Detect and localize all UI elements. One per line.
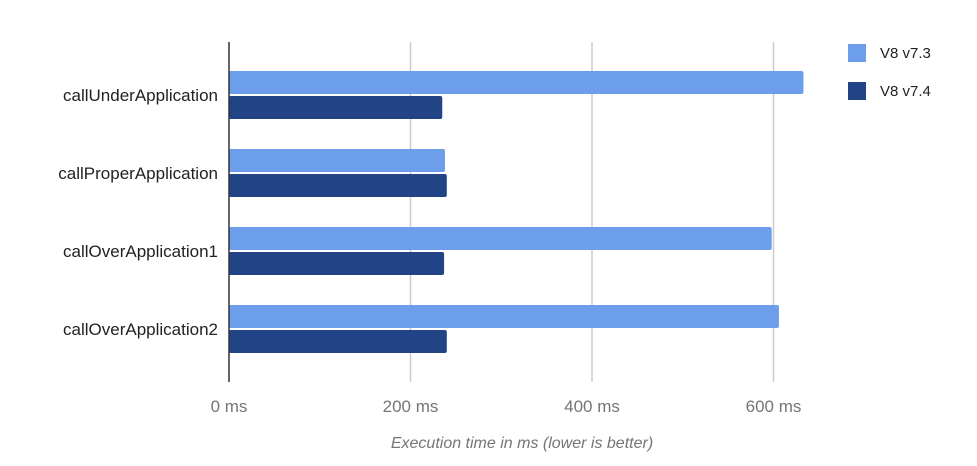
bar-v74 (229, 330, 447, 353)
category-label: callOverApplication1 (63, 242, 218, 261)
bar-v73 (229, 305, 779, 328)
category-labels: callUnderApplication callProperApplicatio… (58, 86, 218, 339)
x-tick-label: 200 ms (383, 397, 439, 416)
category-label: callUnderApplication (63, 86, 218, 105)
bar-v73 (229, 149, 445, 172)
bar-v73 (229, 227, 772, 250)
legend-label: V8 v7.4 (880, 83, 931, 100)
bar-v74 (229, 252, 445, 275)
bar-v73 (229, 71, 804, 94)
category-label: callProperApplication (58, 164, 218, 183)
x-axis-title: Execution time in ms (lower is better) (391, 435, 653, 452)
x-tick-labels: 0 ms 200 ms 400 ms 600 ms (211, 397, 802, 416)
legend-swatch (848, 82, 866, 100)
bars (229, 71, 804, 353)
bar-v74 (229, 96, 443, 119)
x-tick-label: 0 ms (211, 397, 248, 416)
category-label: callOverApplication2 (63, 320, 218, 339)
legend: V8 v7.3 V8 v7.4 (848, 44, 931, 100)
legend-swatch (848, 44, 866, 62)
bar-v74 (229, 174, 447, 197)
legend-label: V8 v7.3 (880, 45, 931, 62)
x-tick-label: 400 ms (564, 397, 620, 416)
x-tick-label: 600 ms (746, 397, 802, 416)
